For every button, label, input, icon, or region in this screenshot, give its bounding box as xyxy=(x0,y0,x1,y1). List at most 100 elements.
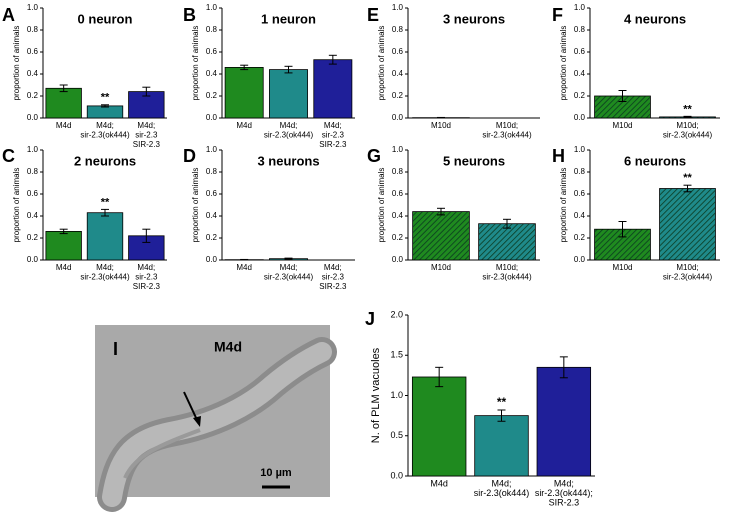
y-tick-label: 2.0 xyxy=(390,309,403,319)
y-tick-label: 0.0 xyxy=(206,113,218,122)
y-tick-label: 0.2 xyxy=(27,233,39,242)
chart-panel: 0.0 0.2 0.4 0.6 0.8 1.0 E 3 neurons proportion o… xyxy=(367,3,540,140)
x-tick-label: M4d xyxy=(56,121,72,130)
y-axis-label: proportion of animals xyxy=(377,168,386,243)
image-panel: I M4d 10 µm xyxy=(95,325,337,512)
x-tick-label: sir-2.3(ok444); xyxy=(535,488,593,498)
bar xyxy=(269,69,308,119)
panel-letter: D xyxy=(183,146,196,166)
y-tick-label: 1.0 xyxy=(392,145,404,154)
arrow-head xyxy=(193,416,201,427)
x-tick-label: M4d; xyxy=(324,263,342,272)
chart-panel: 0.0 0.2 0.4 0.6 0.8 1.0 F 4 neurons proportion o… xyxy=(552,3,720,140)
panel-letter: A xyxy=(2,5,15,25)
y-tick-label: 0.8 xyxy=(206,167,218,176)
x-tick-label: sir-2.3(ok444) xyxy=(80,131,130,140)
bar xyxy=(411,376,467,477)
chart-title: 5 neurons xyxy=(443,153,505,168)
y-axis-label: proportion of animals xyxy=(12,26,21,101)
y-axis-label: proportion of animals xyxy=(559,168,568,243)
y-tick-label: 0.8 xyxy=(27,167,39,176)
chart-title: 3 neurons xyxy=(257,153,319,168)
y-axis-label: proportion of animals xyxy=(191,168,200,243)
x-tick-label: sir-2.3(ok444) xyxy=(474,488,530,498)
x-tick-label: sir-2.3(ok444) xyxy=(482,273,532,282)
bar xyxy=(536,366,592,477)
y-tick-label: 0.2 xyxy=(206,91,218,100)
y-tick-label: 0.4 xyxy=(27,211,39,220)
y-tick-label: 1.0 xyxy=(390,390,403,400)
scale-label: 10 µm xyxy=(260,467,292,479)
x-tick-label: sir-2.3(ok444) xyxy=(663,131,713,140)
bar xyxy=(86,105,124,119)
y-axis-label: proportion of animals xyxy=(12,168,21,243)
panel-letter: C xyxy=(2,146,15,166)
y-tick-label: 0.0 xyxy=(392,113,404,122)
image-title: M4d xyxy=(214,339,242,355)
x-tick-label: M4d; xyxy=(137,121,155,130)
y-tick-label: 0.6 xyxy=(392,189,404,198)
y-tick-label: 1.0 xyxy=(27,145,39,154)
x-tick-label: M10d; xyxy=(676,263,698,272)
x-tick-label: SIR-2.3 xyxy=(133,140,161,149)
x-tick-label: M10d xyxy=(431,263,451,272)
y-tick-label: 0.0 xyxy=(390,470,403,480)
bar xyxy=(659,188,716,261)
panel-letter: E xyxy=(367,5,379,25)
significance: ** xyxy=(683,103,692,115)
chart-panel: 0.0 0.5 1.0 1.5 2.0 J N. of PLM vacuoles M4d ** M… xyxy=(365,309,595,507)
x-tick-label: sir-2.3(ok444) xyxy=(264,273,314,282)
y-tick-label: 0.6 xyxy=(392,47,404,56)
x-tick-label: sir-2.3 xyxy=(135,273,158,282)
y-tick-label: 0.2 xyxy=(574,233,586,242)
panel-letter: G xyxy=(367,146,381,166)
significance: ** xyxy=(683,172,692,184)
bar xyxy=(45,87,82,119)
x-tick-label: SIR-2.3 xyxy=(133,282,161,291)
x-tick-label: M10d xyxy=(431,121,451,130)
x-tick-label: M4d; xyxy=(491,478,511,488)
worm-gut xyxy=(123,428,201,479)
chart-title: 2 neurons xyxy=(74,153,136,168)
x-tick-label: M4d; xyxy=(554,478,574,488)
x-tick-label: M4d xyxy=(236,121,252,130)
y-tick-label: 0.2 xyxy=(27,91,39,100)
x-tick-label: sir-2.3(ok444) xyxy=(80,273,130,282)
x-tick-label: M10d; xyxy=(496,263,518,272)
x-tick-label: M10d; xyxy=(496,121,518,130)
y-tick-label: 0.4 xyxy=(574,69,586,78)
x-tick-label: M4d; xyxy=(96,121,114,130)
x-tick-label: sir-2.3 xyxy=(322,131,345,140)
significance: ** xyxy=(101,92,110,104)
y-tick-label: 0.8 xyxy=(392,25,404,34)
chart-title: 6 neurons xyxy=(624,153,686,168)
y-tick-label: 0.0 xyxy=(27,113,39,122)
y-tick-label: 0.0 xyxy=(574,113,586,122)
chart-panel: 0.0 0.2 0.4 0.6 0.8 1.0 H 6 neurons proportion o… xyxy=(552,145,720,282)
x-tick-label: sir-2.3(ok444) xyxy=(663,273,713,282)
chart-title: 3 neurons xyxy=(443,11,505,26)
y-tick-label: 0.6 xyxy=(206,189,218,198)
y-tick-label: 0.4 xyxy=(206,69,218,78)
y-tick-label: 0.0 xyxy=(206,255,218,264)
worm-body-inner xyxy=(102,342,332,507)
y-tick-label: 0.4 xyxy=(392,69,404,78)
x-tick-label: sir-2.3 xyxy=(322,273,345,282)
x-tick-label: M10d xyxy=(612,121,632,130)
y-tick-label: 0.6 xyxy=(574,189,586,198)
x-tick-label: sir-2.3 xyxy=(135,131,158,140)
y-tick-label: 0.6 xyxy=(206,47,218,56)
y-tick-label: 0.0 xyxy=(574,255,586,264)
x-tick-label: M10d xyxy=(612,263,632,272)
panel-letter: F xyxy=(552,5,563,25)
chart-panel: 0.0 0.2 0.4 0.6 0.8 1.0 A 0 neuron proportion of… xyxy=(2,3,167,149)
bar xyxy=(45,230,82,261)
y-tick-label: 0.8 xyxy=(574,167,586,176)
y-tick-label: 0.2 xyxy=(392,91,404,100)
y-tick-label: 0.8 xyxy=(206,25,218,34)
y-tick-label: 0.0 xyxy=(392,255,404,264)
y-tick-label: 1.0 xyxy=(206,145,218,154)
bar xyxy=(86,212,124,261)
y-tick-label: 1.0 xyxy=(574,145,586,154)
